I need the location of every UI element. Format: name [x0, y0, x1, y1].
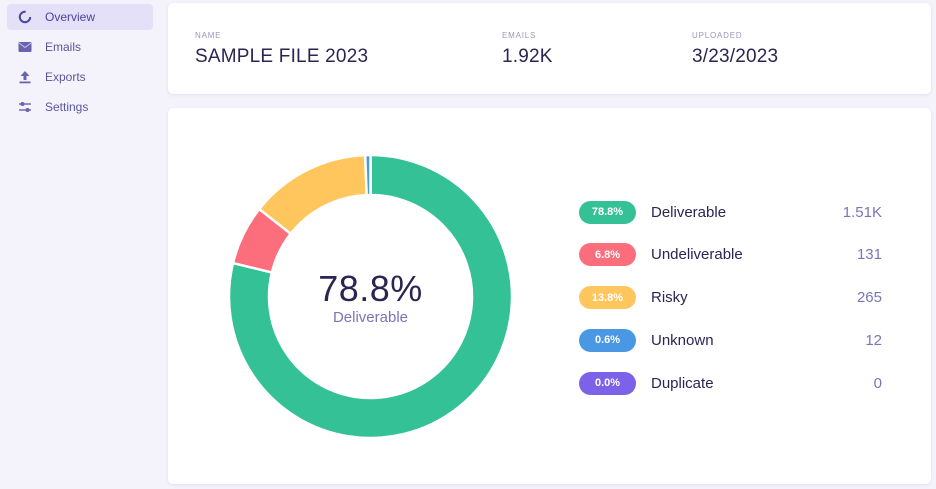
donut-slice-deliverable	[227, 153, 514, 440]
upload-icon	[17, 69, 33, 85]
file-name-label: NAME	[195, 31, 222, 40]
legend-label: Undeliverable	[651, 246, 743, 264]
file-info-card: NAME SAMPLE FILE 2023 EMAILS 1.92K UPLOA…	[168, 3, 931, 94]
results-card: 78.8% Deliverable 78.8% Deliverable 1.51…	[168, 108, 931, 484]
donut-slice-risky	[257, 153, 368, 236]
results-legend: 78.8% Deliverable 1.51K 6.8% Undeliverab…	[579, 200, 882, 414]
emails-field: EMAILS 1.92K	[502, 31, 553, 68]
legend-count: 131	[856, 246, 882, 264]
overview-ring-icon	[17, 9, 33, 25]
legend-row-duplicate: 0.0% Duplicate 0	[579, 371, 882, 395]
uploaded-value: 3/23/2023	[692, 46, 779, 67]
legend-label: Risky	[651, 289, 688, 307]
percent-badge: 6.8%	[579, 243, 636, 267]
sidebar: Overview Emails Exports Se	[0, 0, 160, 489]
percent-badge: 0.6%	[579, 328, 636, 352]
uploaded-field: UPLOADED 3/23/2023	[692, 31, 778, 68]
envelope-icon	[17, 39, 33, 55]
legend-row-undeliverable: 6.8% Undeliverable 131	[579, 243, 882, 267]
legend-count: 265	[856, 289, 882, 307]
sliders-icon	[17, 99, 33, 115]
sidebar-item-label: Exports	[45, 70, 86, 84]
file-name-field: NAME SAMPLE FILE 2023	[195, 31, 368, 68]
sidebar-item-exports[interactable]: Exports	[7, 64, 153, 90]
file-name-value: SAMPLE FILE 2023	[195, 46, 369, 67]
uploaded-label: UPLOADED	[692, 31, 743, 40]
legend-count: 1.51K	[842, 203, 882, 221]
legend-count: 0	[873, 374, 882, 392]
legend-row-unknown: 0.6% Unknown 12	[579, 328, 882, 352]
sidebar-item-label: Settings	[45, 100, 89, 114]
legend-label: Unknown	[651, 331, 714, 349]
legend-label: Deliverable	[651, 203, 727, 221]
results-donut-chart	[227, 153, 514, 440]
legend-count: 12	[865, 331, 882, 349]
sidebar-item-overview[interactable]: Overview	[7, 4, 153, 30]
sidebar-item-settings[interactable]: Settings	[7, 94, 153, 120]
sidebar-item-emails[interactable]: Emails	[7, 34, 153, 60]
percent-badge: 13.8%	[579, 286, 636, 310]
legend-row-deliverable: 78.8% Deliverable 1.51K	[579, 200, 882, 224]
center-percent: 78.8%	[318, 268, 423, 309]
emails-value: 1.92K	[502, 46, 553, 67]
legend-label: Duplicate	[651, 374, 714, 392]
donut-slice-unknown	[363, 153, 372, 197]
emails-label: EMAILS	[502, 31, 537, 40]
percent-badge: 78.8%	[579, 200, 636, 224]
percent-badge: 0.0%	[579, 371, 636, 395]
sidebar-item-label: Overview	[45, 10, 96, 24]
sidebar-item-label: Emails	[45, 40, 82, 54]
legend-row-risky: 13.8% Risky 265	[579, 286, 882, 310]
center-label: Deliverable	[332, 309, 409, 326]
